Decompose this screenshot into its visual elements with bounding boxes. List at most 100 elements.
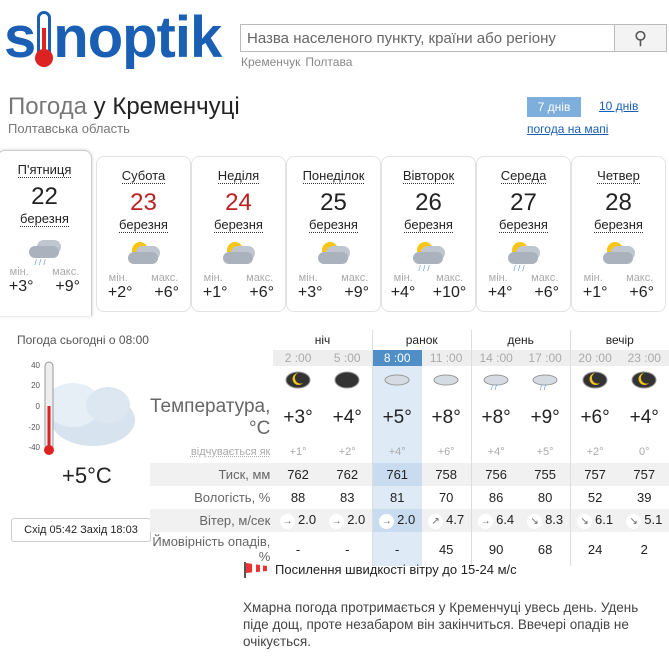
time-cell: 8 :00 <box>371 350 422 366</box>
day-month: березня <box>20 211 69 227</box>
temp-cell: +8° <box>470 396 521 440</box>
today-label: Погода сьогодні о 08:00 <box>17 333 149 347</box>
thermometer-scale: 40 20 0 -20 -40 <box>28 361 40 452</box>
period-0: ніч <box>314 333 331 347</box>
min-temp: +3° <box>8 278 34 295</box>
wind-label: Вітер, м/сек <box>150 509 274 532</box>
logo-text: noptik <box>53 5 222 70</box>
hum-cell: 80 <box>537 490 553 505</box>
hum-cell: 81 <box>371 486 422 509</box>
moon-cloud-icon <box>631 371 657 389</box>
wind-direction-icon: → <box>478 514 494 529</box>
day-card[interactable]: Середа 27 березня / / / мін. макс. +4° +6° <box>476 156 571 312</box>
prec-cell: - <box>345 541 350 557</box>
day-card[interactable]: Четвер 28 березня мін. макс. +1° +6° <box>571 156 666 312</box>
max-temp: +6° <box>154 284 180 301</box>
min-temp: +1° <box>202 284 228 301</box>
time-cell: 20 :00 <box>569 350 620 366</box>
prec-cell: 68 <box>537 541 553 557</box>
day-card[interactable]: П'ятниця 22 березня / / / мін. макс. +3° +… <box>0 150 92 316</box>
time-cell: 14 :00 <box>470 350 521 366</box>
wind-cell: → 6.4 <box>470 509 521 532</box>
svg-text:0: 0 <box>36 402 41 411</box>
tab-7-days[interactable]: 7 днів <box>527 97 581 117</box>
min-label: мін. <box>393 272 413 284</box>
time-cell: 23 :00 <box>619 350 669 366</box>
max-temp: +6° <box>629 284 655 301</box>
day-card[interactable]: Неділя 24 березня мін. макс. +1° +6° <box>191 156 286 312</box>
svg-text:/ /: / / <box>540 385 546 390</box>
wind-direction-icon: → <box>329 514 345 529</box>
sun-rain-icon: / / / <box>409 240 449 273</box>
feel-cell: +2° <box>338 445 356 458</box>
hourly-table: ніч ранок день вечір 2 :00 5 :00 8 :00 11 :00 14… <box>150 330 669 566</box>
day-name: Понеділок <box>302 168 365 184</box>
sun-cloud-icon <box>599 240 639 270</box>
press-cell: 761 <box>371 463 422 486</box>
feel-cell: +1° <box>289 445 307 458</box>
map-link[interactable]: погода на мапі <box>527 122 609 136</box>
sun-cloud-icon <box>124 240 164 270</box>
press-cell: 762 <box>273 463 323 486</box>
wind-cell: → 2.0 <box>273 509 323 532</box>
wind-cell: ↗ 4.7 <box>421 509 472 532</box>
temp-label: Температура, °C <box>150 396 271 439</box>
wind-cell: → 2.0 <box>371 509 422 532</box>
cloud-night-icon <box>334 371 360 389</box>
title-city: у Кременчуці <box>93 93 240 120</box>
day-month: березня <box>214 217 263 233</box>
search-input[interactable]: Назва населеного пункту, країни або регі… <box>240 24 615 52</box>
rain-cloud-icon: / / / <box>25 234 65 267</box>
thermometer-cloud-illustration: 40 20 0 -20 -40 <box>28 361 135 455</box>
temp-cell: +9° <box>530 407 560 428</box>
wind-direction-icon: → <box>379 514 395 529</box>
min-temp: +4° <box>487 284 513 301</box>
min-temp: +4° <box>390 284 416 301</box>
wind-direction-icon: ↘ <box>577 514 593 529</box>
prec-cell: 24 <box>569 532 620 566</box>
wind-warning: Посилення швидкості вітру до 15-24 м/с <box>275 562 517 577</box>
day-card[interactable]: Понеділок 25 березня мін. макс. +3° +9° <box>286 156 381 312</box>
wind-cell: ↘ 6.1 <box>569 509 620 532</box>
max-temp: +9° <box>55 278 81 295</box>
wind-cell: ↘ 5.1 <box>619 509 669 532</box>
day-card[interactable]: Вівторок 26 березня / / / мін. макс. +4° +… <box>381 156 476 312</box>
day-name: Середа <box>500 168 547 184</box>
max-label: макс. <box>52 266 80 278</box>
feel-cell: +4° <box>371 440 422 463</box>
wind-direction-icon: → <box>280 514 296 529</box>
day-name: Вівторок <box>402 168 455 184</box>
day-number: 26 <box>415 189 442 216</box>
recent-link[interactable]: Кременчук <box>241 55 301 69</box>
day-number: 23 <box>130 189 157 216</box>
min-label: мін. <box>203 272 223 284</box>
svg-text:/ /: / / <box>491 385 497 390</box>
max-label: макс. <box>246 272 274 284</box>
sun-cloud-icon <box>219 240 259 270</box>
day-number: 22 <box>31 183 58 210</box>
press-cell: 762 <box>322 463 373 486</box>
feel-cell: +4° <box>470 440 521 463</box>
day-month: березня <box>499 217 548 233</box>
recent-link[interactable]: Полтава <box>305 55 353 69</box>
prec-label: Ймовірність опадів, % <box>152 534 271 564</box>
tab-10-days[interactable]: 10 днів <box>599 99 639 113</box>
press-cell: 755 <box>520 463 571 486</box>
max-label: макс. <box>626 272 654 284</box>
recent-searches: Кременчук Полтава <box>241 55 357 69</box>
time-cell: 11 :00 <box>421 350 472 366</box>
prec-cell: 45 <box>438 541 454 557</box>
period-3: вечір <box>569 330 669 350</box>
search-button[interactable]: ⚲ <box>614 24 667 52</box>
temp-cell: +5° <box>371 396 422 440</box>
temp-cell: +4° <box>629 407 659 428</box>
prec-cell: - <box>371 532 422 566</box>
day-month: березня <box>309 217 358 233</box>
day-card[interactable]: Субота 23 березня мін. макс. +2° +6° <box>96 156 191 312</box>
hum-cell: 70 <box>438 490 454 505</box>
moon-icon <box>582 371 608 389</box>
temp-cell: +8° <box>431 407 461 428</box>
max-temp: +6° <box>249 284 275 301</box>
sinoptik-logo[interactable]: s noptik <box>4 5 222 70</box>
feel-cell: +2° <box>569 440 620 463</box>
